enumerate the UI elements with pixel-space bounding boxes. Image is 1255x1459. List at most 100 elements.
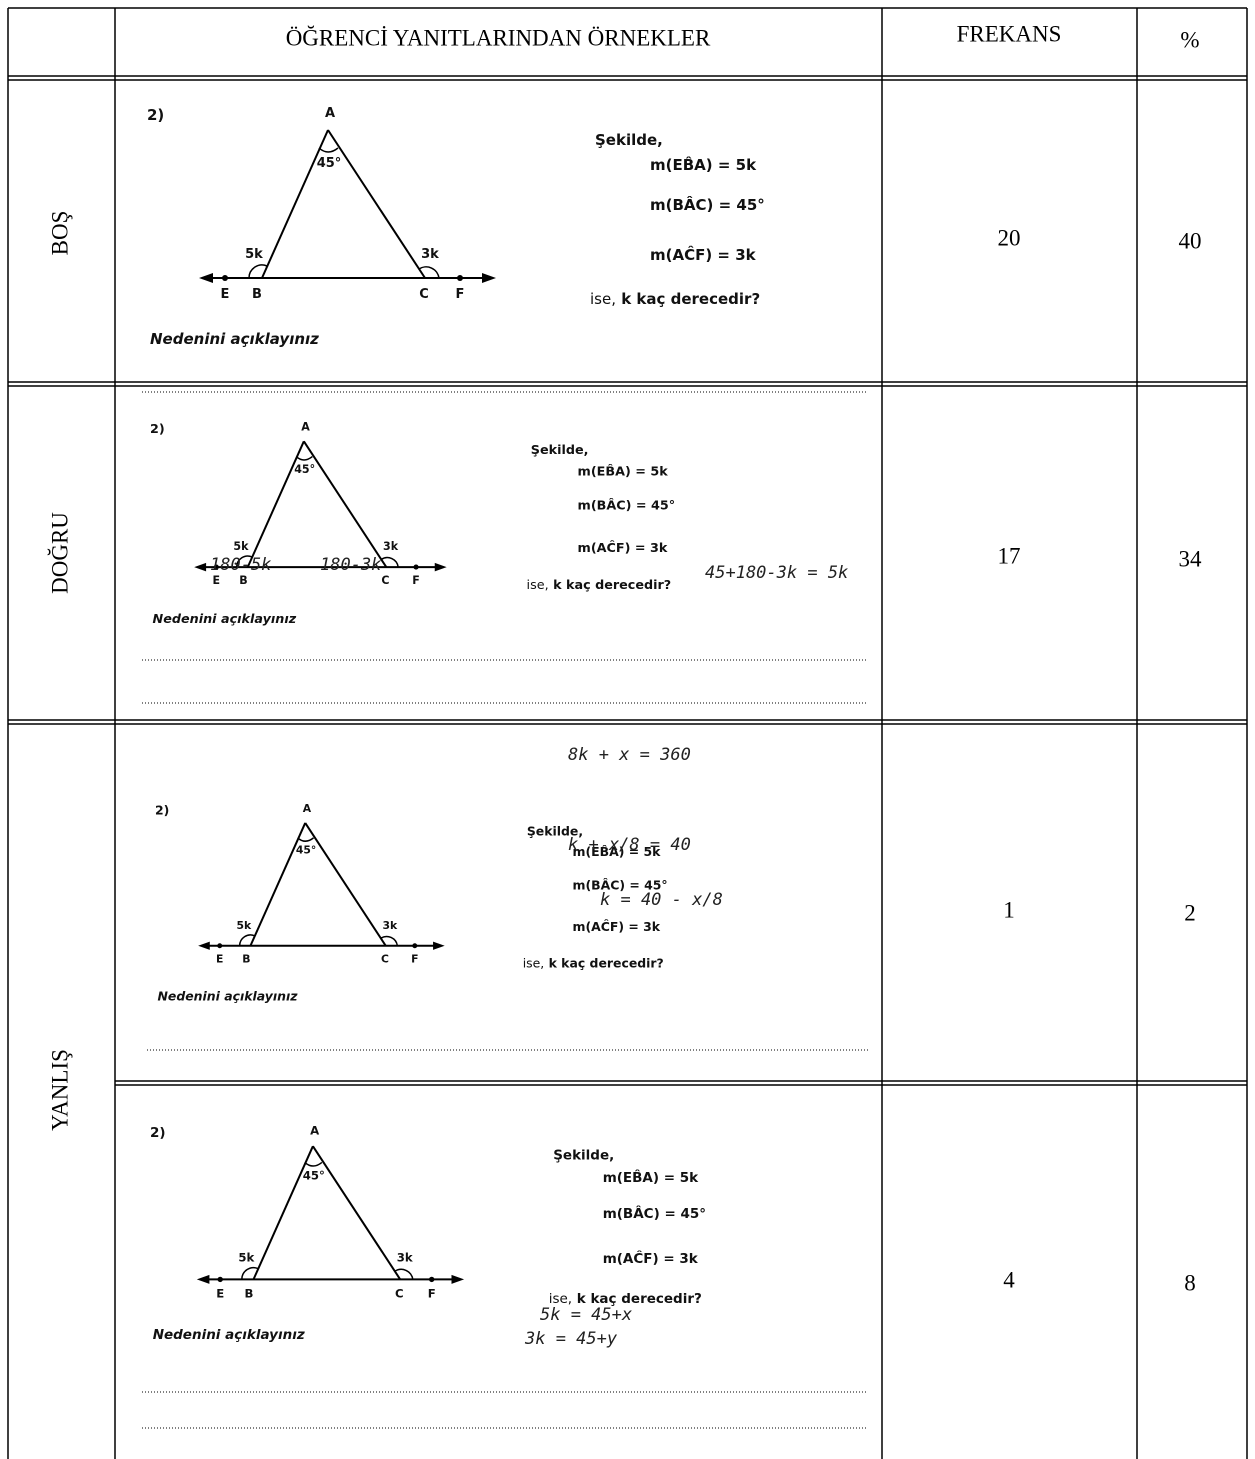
question-text: ise, k kaç derecedir? [527, 578, 672, 593]
point-label: B [245, 1286, 254, 1300]
prompt: Nedenini açıklayınız [150, 330, 319, 348]
rule [262, 130, 328, 278]
condition: m(EB̂A) = 5k [603, 1170, 699, 1186]
intro: Şekilde, [553, 1148, 614, 1164]
condition: m(AĈF) = 3k [572, 919, 660, 934]
row-label: YANLIŞ [47, 1049, 72, 1131]
point-label: E [216, 1286, 224, 1300]
arrow-head [435, 563, 447, 572]
column-header: ÖĞRENCİ YANITLARINDAN ÖRNEKLER [286, 25, 711, 50]
point-label: B [252, 287, 262, 302]
question-text: ise, k kaç derecedir? [523, 955, 664, 970]
handwriting: k = 40 - x/8 [600, 890, 723, 910]
question-lead: ise, [523, 955, 545, 970]
row-label: BOŞ [47, 211, 72, 256]
question-ask: k kaç derecedir? [553, 578, 671, 593]
point-label: C [381, 952, 389, 965]
document-page: ÖĞRENCİ YANITLARINDAN ÖRNEKLER FREKANS% BO… [0, 0, 1255, 1459]
condition: m(EB̂A) = 5k [650, 155, 757, 174]
arrow-head [452, 1275, 465, 1284]
angle-arc [298, 838, 314, 841]
handwriting: 180-3k [320, 555, 381, 575]
percent: 40 [1179, 228, 1202, 253]
point [222, 275, 228, 281]
question-lead: ise, [590, 290, 616, 308]
intro: Şekilde, [531, 443, 589, 458]
angle-label: 5k [245, 247, 263, 262]
arrow-head [198, 942, 210, 950]
frequency: 1 [1003, 897, 1015, 922]
rule [304, 441, 386, 567]
question-ask: k kaç derecedir? [621, 290, 760, 308]
arrow-head [197, 1275, 210, 1284]
angle-label: 3k [383, 919, 399, 932]
angle-label: 5k [233, 540, 249, 553]
point-label: A [303, 802, 312, 815]
handwriting: 180-5k [210, 555, 271, 575]
angle-arc [305, 1162, 322, 1166]
point [412, 943, 417, 948]
angle-label: 5k [236, 919, 252, 932]
point-label: C [419, 287, 429, 302]
handwriting: 8k + x = 360 [568, 745, 691, 765]
percent: 34 [1179, 546, 1203, 571]
point-label: E [221, 287, 230, 302]
prompt: Nedenini açıklayınız [157, 989, 298, 1004]
frequency: 4 [1003, 1267, 1015, 1292]
question-number: 2) [155, 803, 169, 818]
percent: 8 [1184, 1270, 1196, 1295]
question-number: 2) [150, 422, 165, 437]
point-label: F [456, 287, 465, 302]
point-label: E [213, 574, 221, 587]
rule [305, 823, 386, 946]
condition: m(BÂC) = 45° [603, 1205, 706, 1222]
condition: m(EB̂A) = 5k [578, 464, 669, 479]
handwriting: 5k = 45+x [540, 1305, 633, 1325]
handwriting: 45+180-3k = 5k [705, 563, 848, 583]
point-label: E [216, 952, 223, 965]
angle-label: 3k [397, 1250, 413, 1264]
column-header: % [1180, 27, 1199, 52]
rule [313, 1146, 400, 1279]
point [429, 1277, 434, 1282]
handwriting: k + x/8 = 40 [568, 835, 691, 855]
column-header: FREKANS [957, 21, 1062, 46]
question-number: 2) [147, 106, 164, 124]
point [414, 565, 419, 570]
point-label: A [301, 420, 310, 433]
frequency: 20 [998, 225, 1021, 250]
intro: Şekilde, [595, 131, 663, 149]
question-lead: ise, [527, 578, 549, 593]
prompt: Nedenini açıklayınız [153, 1327, 305, 1343]
question-number: 2) [150, 1125, 166, 1141]
rule [328, 130, 425, 278]
point-label: A [310, 1124, 319, 1138]
angle-label: 45° [296, 844, 316, 857]
angle-label: 45° [303, 1169, 325, 1183]
angle-label: 45° [294, 463, 315, 476]
point-label: C [395, 1286, 404, 1300]
arrow-head [482, 273, 496, 283]
angle-label: 3k [421, 247, 439, 262]
rule [250, 823, 305, 946]
rule [248, 441, 304, 567]
angle-label: 5k [238, 1250, 254, 1264]
percent: 2 [1184, 900, 1196, 925]
point-label: A [325, 106, 335, 121]
point-label: F [412, 574, 420, 587]
point-label: F [411, 952, 418, 965]
arrow-head [194, 563, 206, 572]
point-label: B [239, 574, 247, 587]
frequency: 17 [998, 543, 1021, 568]
condition: m(BÂC) = 45° [650, 195, 765, 214]
condition: m(BÂC) = 45° [578, 497, 676, 513]
arrow-head [433, 942, 445, 950]
prompt: Nedenini açıklayınız [153, 612, 297, 627]
condition: m(AĈF) = 3k [578, 540, 668, 556]
question-ask: k kaç derecedir? [549, 955, 664, 970]
angle-arc [319, 148, 338, 152]
rule [254, 1146, 313, 1279]
angle-label: 45° [317, 156, 342, 171]
arrow-head [199, 273, 213, 283]
angle-arc [296, 457, 312, 460]
